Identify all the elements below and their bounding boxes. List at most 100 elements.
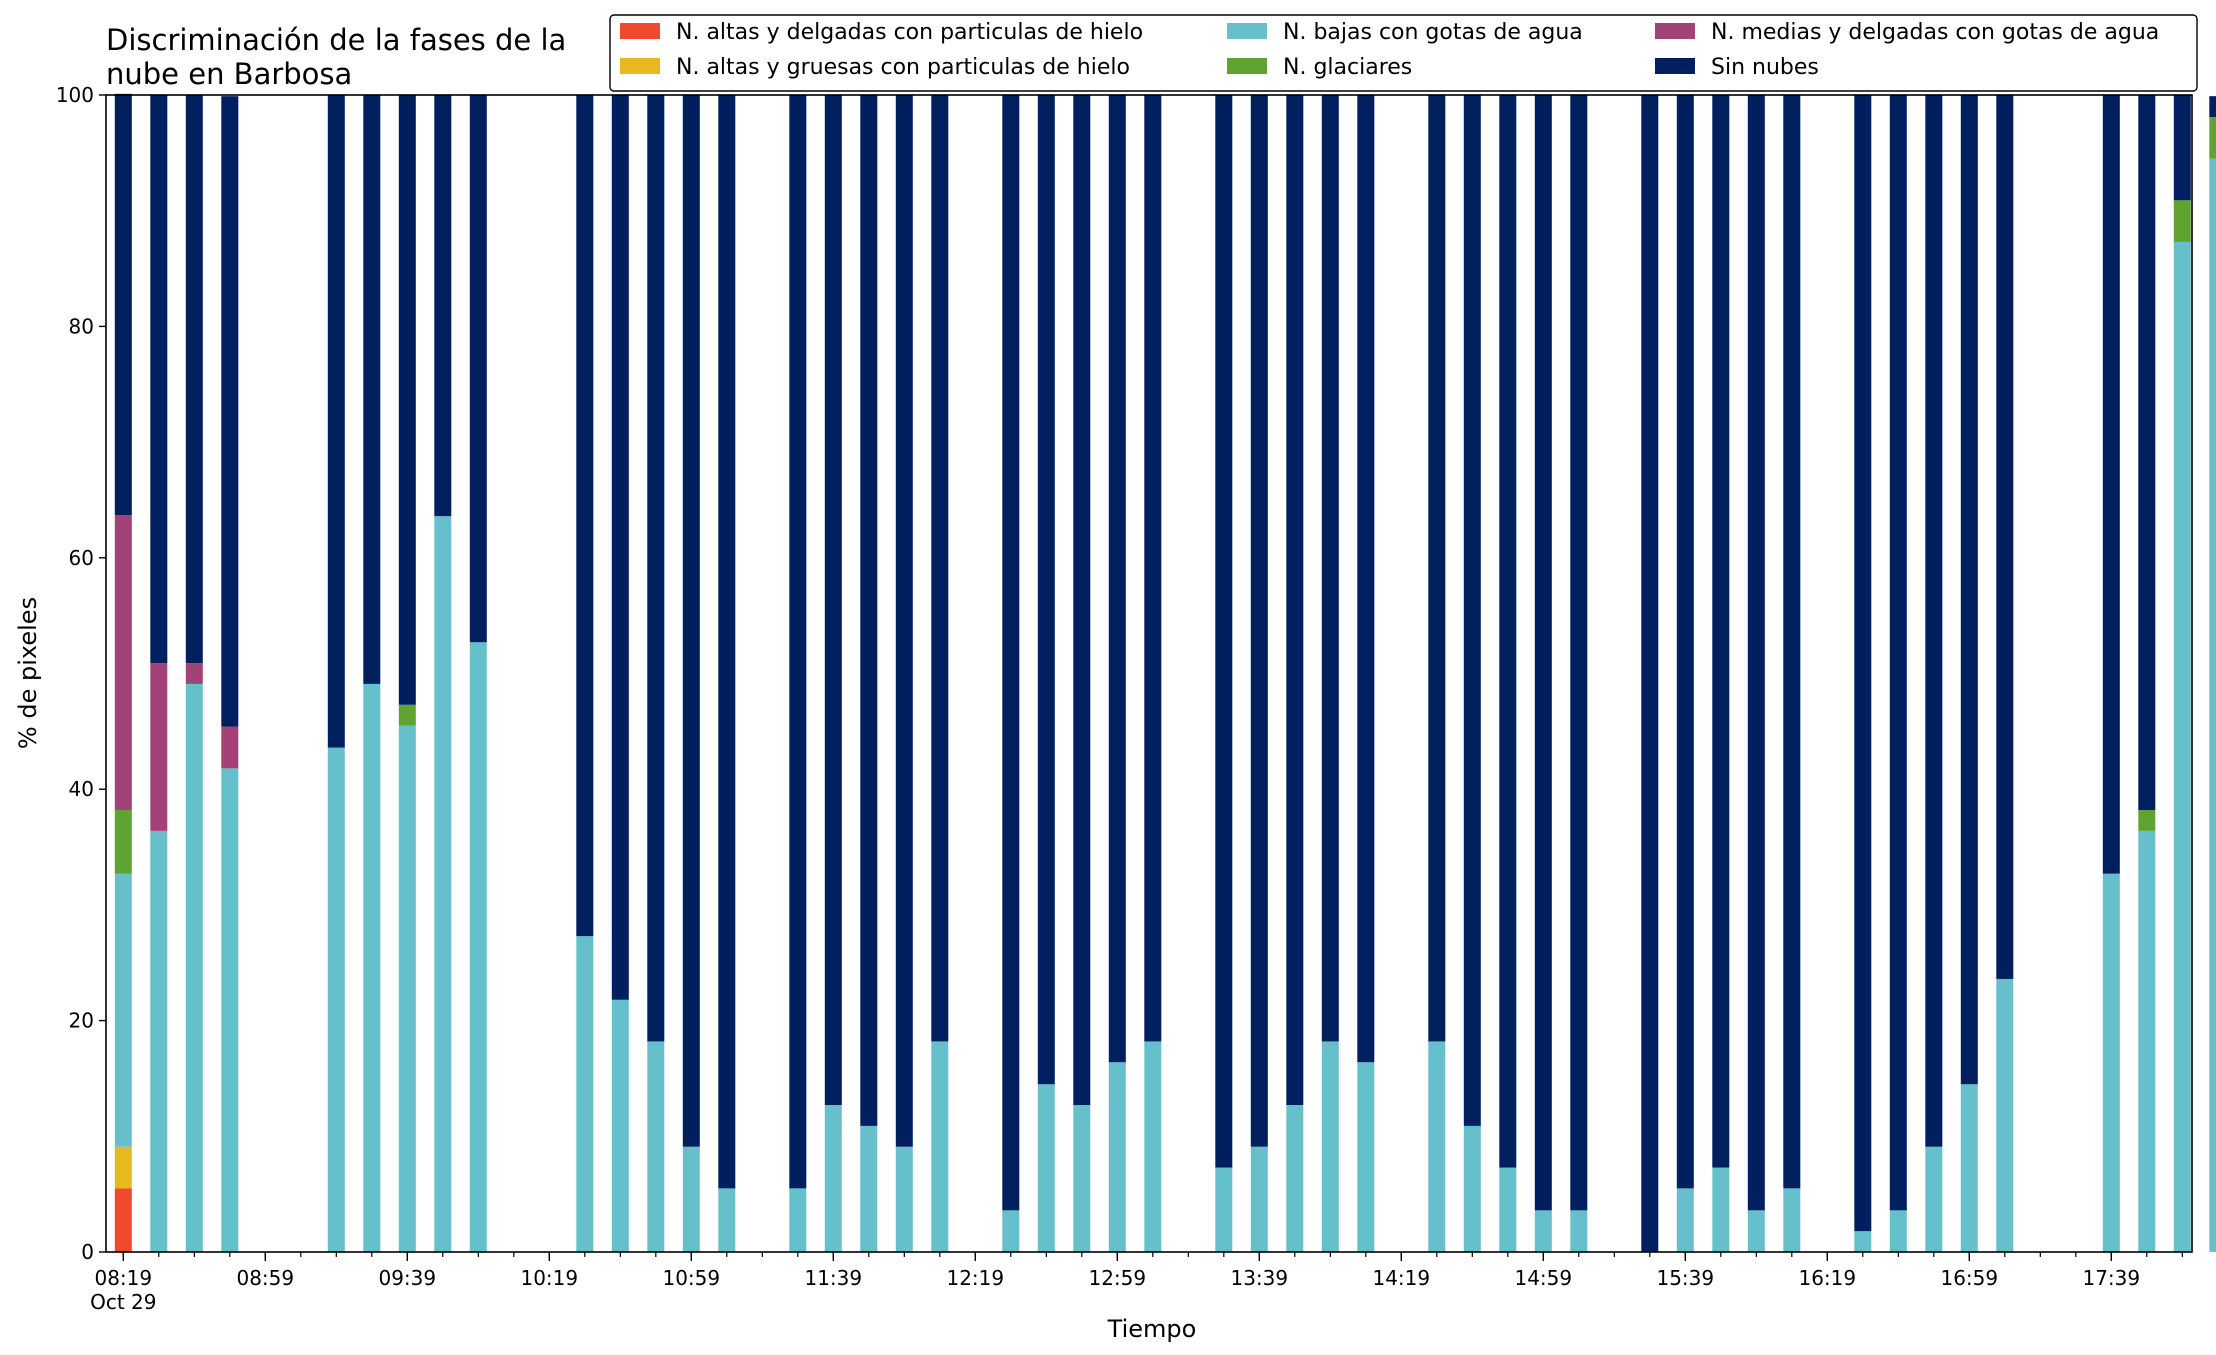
bar-segment-5-49 [1854, 95, 1872, 1232]
bar-segment-2-29 [1144, 1041, 1162, 1252]
bar-segment-5-20 [824, 95, 842, 1106]
bar-segment-5-21 [860, 95, 878, 1126]
bar-segment-2-28 [1108, 1062, 1126, 1252]
bar-segment-5-56 [2102, 95, 2120, 874]
bar-segment-2-6 [327, 747, 345, 1252]
bar-segment-2-41 [1570, 1210, 1588, 1252]
bar-segment-2-47 [1783, 1188, 1801, 1252]
bar-segment-5-40 [1534, 95, 1552, 1211]
bar-segment-2-45 [1712, 1167, 1730, 1252]
bar-segment-2-39 [1499, 1167, 1517, 1252]
bar-segment-2-20 [824, 1105, 842, 1252]
legend-swatch [1227, 58, 1267, 74]
bar-segment-3-0 [114, 810, 132, 874]
bar-segment-5-0 [114, 93, 132, 515]
bar-segment-4-0 [114, 514, 132, 811]
bar-segment-5-58 [2173, 95, 2191, 201]
x-tick-label: 11:39 [804, 1266, 862, 1290]
bar-segment-1-0 [114, 1146, 132, 1189]
legend-label: N. altas y gruesas con particulas de hie… [676, 55, 1130, 80]
bar-segment-5-6 [327, 95, 345, 748]
bar-segment-5-41 [1570, 95, 1588, 1211]
x-tick-label: 09:39 [378, 1266, 436, 1290]
bar-segment-3-59 [2209, 116, 2216, 159]
bar-segment-5-7 [363, 95, 381, 684]
bar-segment-5-34 [1321, 95, 1339, 1042]
legend-label: N. medias y delgadas con gotas de agua [1711, 20, 2159, 45]
bar-segment-2-9 [434, 516, 452, 1252]
bar-segment-4-2 [185, 663, 203, 684]
bar-segment-2-32 [1250, 1146, 1268, 1252]
x-axis-title: Tiempo [1107, 1315, 1197, 1343]
bar-segment-2-33 [1286, 1105, 1304, 1252]
bar-segment-3-8 [398, 704, 416, 726]
bar-segment-5-8 [398, 95, 416, 705]
bar-segment-5-1 [150, 95, 168, 664]
bar-segment-5-53 [1996, 95, 2014, 979]
bar-segment-2-49 [1854, 1231, 1872, 1252]
bar-segment-5-57 [2138, 95, 2156, 811]
y-tick-label: 0 [81, 1240, 94, 1264]
bar-segment-0-0 [114, 1188, 132, 1252]
plot-frame [105, 94, 2193, 1253]
bar-segment-2-37 [1428, 1041, 1446, 1252]
x-tick-label: 13:39 [1230, 1266, 1288, 1290]
bar-segment-5-10 [469, 95, 487, 643]
bar-segment-5-39 [1499, 95, 1517, 1168]
bar-segment-2-26 [1037, 1084, 1055, 1252]
bar-segment-2-21 [860, 1125, 878, 1252]
legend-swatch [1227, 23, 1267, 39]
y-tick-label: 40 [69, 777, 94, 801]
bar-segment-3-58 [2173, 200, 2191, 242]
bar-segment-5-26 [1037, 95, 1055, 1085]
y-tick-label: 60 [69, 546, 94, 570]
legend-label: N. glaciares [1283, 55, 1412, 80]
bar-segment-5-27 [1073, 95, 1091, 1106]
bar-segment-2-56 [2102, 873, 2120, 1252]
bar-segment-5-19 [789, 95, 807, 1189]
bar-segment-5-9 [434, 95, 452, 517]
bar-segment-2-44 [1676, 1188, 1694, 1252]
bar-segment-5-2 [185, 95, 203, 664]
bar-segment-2-8 [398, 725, 416, 1252]
bar-segment-2-16 [682, 1146, 700, 1252]
legend-label: N. altas y delgadas con particulas de hi… [676, 20, 1143, 45]
y-axis-title: % de pixeles [14, 597, 42, 749]
x-tick-sublabel: Oct 29 [90, 1290, 156, 1314]
bar-segment-2-13 [576, 936, 594, 1252]
bar-segment-5-33 [1286, 95, 1304, 1106]
bar-segment-5-28 [1108, 95, 1126, 1063]
x-tick-label: 16:19 [1798, 1266, 1856, 1290]
bar-segment-2-0 [114, 873, 132, 1147]
bar-segment-5-16 [682, 95, 700, 1147]
bar-segment-5-32 [1250, 95, 1268, 1147]
bar-segment-2-51 [1925, 1146, 1943, 1252]
bar-segment-5-46 [1747, 95, 1765, 1211]
bar-segment-2-59 [2209, 158, 2216, 1252]
legend-swatch [620, 23, 660, 39]
x-tick-label: 17:39 [2082, 1266, 2140, 1290]
bar-segment-5-45 [1712, 95, 1730, 1168]
y-axis: 0 20 40 60 80 100 [56, 83, 106, 1264]
x-tick-label: 10:19 [520, 1266, 578, 1290]
bar-segment-2-7 [363, 683, 381, 1252]
bar-segment-2-46 [1747, 1210, 1765, 1252]
bar-segment-5-50 [1889, 95, 1907, 1211]
y-tick-label: 80 [69, 314, 94, 338]
bar-segment-5-31 [1215, 95, 1233, 1168]
bar-segment-2-52 [1960, 1084, 1978, 1252]
x-tick-label: 12:59 [1088, 1266, 1146, 1290]
bar-segment-2-50 [1889, 1210, 1907, 1252]
x-tick-label: 15:39 [1656, 1266, 1714, 1290]
bar-segment-5-25 [1002, 95, 1020, 1211]
bar-segment-5-47 [1783, 95, 1801, 1189]
bar-segment-2-57 [2138, 830, 2156, 1252]
y-tick-label: 100 [56, 83, 94, 107]
bar-segment-2-34 [1321, 1041, 1339, 1252]
legend: N. altas y delgadas con particulas de hi… [609, 14, 2198, 92]
legend-swatch [1655, 23, 1695, 39]
legend-label: Sin nubes [1711, 55, 1819, 80]
bar-segment-5-13 [576, 95, 594, 937]
